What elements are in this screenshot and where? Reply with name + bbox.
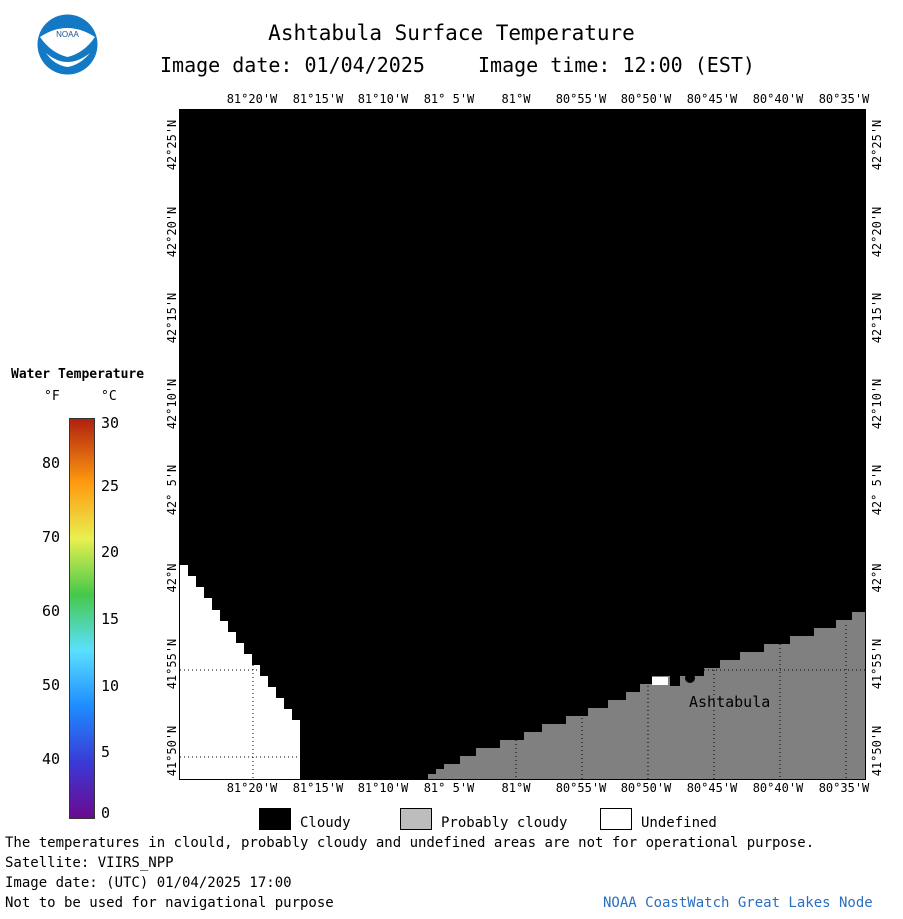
undefined-region	[180, 565, 300, 779]
scale-f-tick: 60	[41, 602, 60, 620]
noaa-logo: NOAA	[37, 14, 98, 75]
lon-tick-bottom: 80°50'W	[620, 781, 672, 795]
scale-c-tick: 5	[101, 743, 111, 761]
lat-tick-left: 42°15'N	[165, 292, 179, 344]
svg-text:NOAA: NOAA	[56, 30, 79, 39]
map-area: Ashtabula	[179, 109, 866, 780]
lat-tick-right: 42°15'N	[870, 292, 884, 344]
scale-unit-f: °F	[44, 389, 60, 404]
scale-f-tick: 70	[41, 528, 60, 546]
legend-label-undefined: Undefined	[641, 815, 717, 831]
lat-tick-right: 42°20'N	[870, 206, 884, 258]
lon-tick-bottom: 81° 5'W	[423, 781, 475, 795]
scale-c-tick: 30	[101, 414, 120, 432]
footer-utc-date: Image date: (UTC) 01/04/2025 17:00	[5, 875, 292, 891]
legend-swatch-undefined	[600, 808, 632, 830]
image-date: Image date: 01/04/2025	[160, 53, 425, 77]
legend-label-probably-cloudy: Probably cloudy	[441, 815, 568, 831]
lat-tick-right: 42°10'N	[870, 378, 884, 430]
lat-tick-left: 42°N	[165, 563, 179, 593]
lat-tick-right: 42°N	[870, 563, 884, 593]
lon-tick-top: 81°10'W	[357, 92, 409, 106]
probably-cloudy-region	[428, 612, 865, 779]
lon-tick-bottom: 81°W	[501, 781, 531, 795]
lon-tick-bottom: 81°15'W	[292, 781, 344, 795]
lon-tick-bottom: 80°45'W	[686, 781, 738, 795]
legend-swatch-cloudy	[259, 808, 291, 830]
lon-tick-bottom: 80°35'W	[818, 781, 870, 795]
lon-tick-top: 80°45'W	[686, 92, 738, 106]
ashtabula-marker	[685, 673, 695, 683]
scale-c-tick: 20	[101, 543, 120, 561]
lat-tick-left: 42°10'N	[165, 378, 179, 430]
footer-nav-warning: Not to be used for navigational purpose	[5, 895, 334, 911]
lat-tick-right: 42°25'N	[870, 119, 884, 171]
image-time: Image time: 12:00 (EST)	[478, 53, 755, 77]
legend-swatch-probably-cloudy	[400, 808, 432, 830]
page-title: Ashtabula Surface Temperature	[268, 21, 635, 45]
footer-note: The temperatures in clould, probably clo…	[5, 835, 815, 851]
undefined-patch	[652, 677, 668, 685]
lat-tick-left: 42° 5'N	[165, 464, 179, 516]
scale-f-tick: 40	[41, 750, 60, 768]
scale-c-tick: 15	[101, 610, 120, 628]
lat-tick-right: 42° 5'N	[870, 464, 884, 516]
scale-c-tick: 10	[101, 677, 120, 695]
scale-unit-c: °C	[101, 389, 117, 404]
scale-c-tick: 25	[101, 477, 120, 495]
lon-tick-top: 81° 5'W	[423, 92, 475, 106]
lat-tick-right: 41°55'N	[870, 638, 884, 690]
scale-title: Water Temperature	[11, 367, 145, 382]
lon-tick-top: 81°15'W	[292, 92, 344, 106]
lon-tick-bottom: 81°10'W	[357, 781, 409, 795]
lon-tick-top: 80°50'W	[620, 92, 672, 106]
lon-tick-top: 80°40'W	[752, 92, 804, 106]
footer-satellite: Satellite: VIIRS_NPP	[5, 855, 174, 871]
lat-tick-left: 41°55'N	[165, 638, 179, 690]
lon-tick-bottom: 81°20'W	[226, 781, 278, 795]
scale-f-tick: 80	[41, 454, 60, 472]
lat-tick-right: 41°50'N	[870, 725, 884, 777]
lat-tick-left: 42°20'N	[165, 206, 179, 258]
city-label: Ashtabula	[689, 693, 770, 711]
legend-label-cloudy: Cloudy	[300, 815, 351, 831]
temperature-color-bar	[69, 418, 95, 819]
scale-f-tick: 50	[41, 676, 60, 694]
lon-tick-top: 81°W	[501, 92, 531, 106]
lat-tick-left: 41°50'N	[165, 725, 179, 777]
lon-tick-top: 80°35'W	[818, 92, 870, 106]
footer-credit: NOAA CoastWatch Great Lakes Node	[603, 895, 873, 911]
lon-tick-bottom: 80°40'W	[752, 781, 804, 795]
scale-c-tick: 0	[101, 804, 111, 822]
lat-tick-left: 42°25'N	[165, 119, 179, 171]
lon-tick-top: 81°20'W	[226, 92, 278, 106]
lon-tick-bottom: 80°55'W	[555, 781, 607, 795]
lon-tick-top: 80°55'W	[555, 92, 607, 106]
